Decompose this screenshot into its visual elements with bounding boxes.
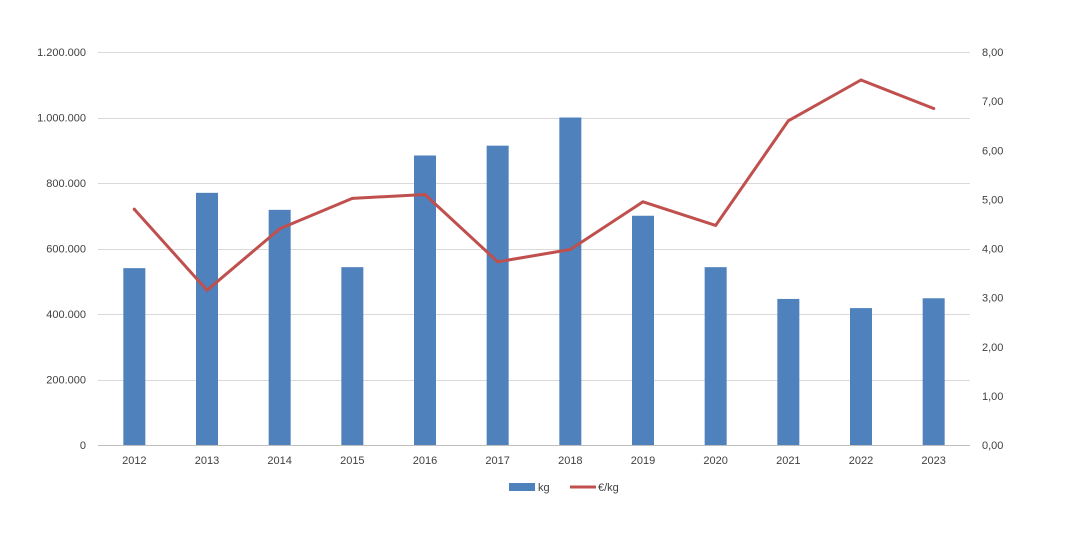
legend-label: kg: [538, 482, 550, 494]
line-point: [786, 119, 790, 123]
y-right-tick-label: 0,00: [982, 440, 1003, 452]
line-point: [714, 223, 718, 227]
x-tick-label: 2014: [267, 455, 291, 467]
y-right-tick-label: 3,00: [982, 293, 1003, 305]
x-tick-label: 2020: [703, 455, 727, 467]
line-point: [932, 106, 936, 110]
bar: [777, 298, 800, 445]
y-left-tick-label: 1.200.000: [37, 47, 86, 59]
x-tick-label: 2017: [485, 455, 509, 467]
line-point: [132, 207, 136, 211]
bar: [486, 145, 509, 446]
bar: [196, 192, 218, 445]
y-right-tick-label: 1,00: [982, 391, 1003, 403]
line-point: [278, 227, 282, 231]
line-series-price: [132, 78, 936, 292]
line-point: [205, 288, 209, 292]
y-right-tick-label: 7,00: [982, 96, 1003, 108]
bar: [632, 215, 654, 445]
y-right-tick-label: 4,00: [982, 244, 1003, 256]
x-tick-label: 2023: [921, 455, 945, 467]
legend-label: €/kg: [598, 482, 619, 494]
bar: [704, 267, 727, 445]
bar: [559, 117, 582, 445]
y-right-tick-label: 6,00: [982, 145, 1003, 157]
y-right-tick-label: 5,00: [982, 194, 1003, 206]
x-tick-label: 2021: [776, 455, 800, 467]
x-tick-label: 2012: [122, 455, 146, 467]
x-tick-label: 2013: [195, 455, 219, 467]
series-line: [132, 78, 936, 292]
bar: [922, 298, 945, 445]
x-tick-label: 2018: [558, 455, 582, 467]
line-point: [423, 192, 427, 196]
y-right-tick-label: 2,00: [982, 342, 1003, 354]
y-left-tick-label: 400.000: [46, 309, 86, 321]
y-left-tick-label: 600.000: [46, 244, 86, 256]
y-left-tick-label: 200.000: [46, 375, 86, 387]
legend-item-kg: kg: [509, 482, 550, 494]
bar-series-kg: [123, 117, 945, 446]
legend-swatch-bar: [509, 483, 535, 491]
y-left-tick-label: 1.000.000: [37, 113, 86, 125]
bar: [850, 308, 872, 445]
bar: [268, 209, 291, 445]
line-point: [496, 260, 500, 264]
legend-item-price: €/kg: [570, 482, 619, 494]
axes: 0 200.000 400.000 600.000 800.000 1.000.000 1.…: [37, 47, 1003, 467]
x-tick-label: 2022: [849, 455, 873, 467]
legend: kg €/kg: [509, 482, 619, 494]
line-point: [568, 247, 572, 251]
bar: [414, 155, 436, 446]
y-left-tick-label: 0: [80, 440, 86, 452]
bar: [341, 267, 364, 445]
x-tick-label: 2019: [631, 455, 655, 467]
bar: [123, 268, 146, 445]
x-tick-label: 2016: [413, 455, 437, 467]
line-point: [859, 78, 863, 82]
line-point: [641, 200, 645, 204]
x-tick-label: 2015: [340, 455, 364, 467]
gridlines: [98, 52, 970, 381]
y-right-tick-label: 8,00: [982, 47, 1003, 59]
y-left-tick-label: 800.000: [46, 178, 86, 190]
line-point: [350, 196, 354, 200]
